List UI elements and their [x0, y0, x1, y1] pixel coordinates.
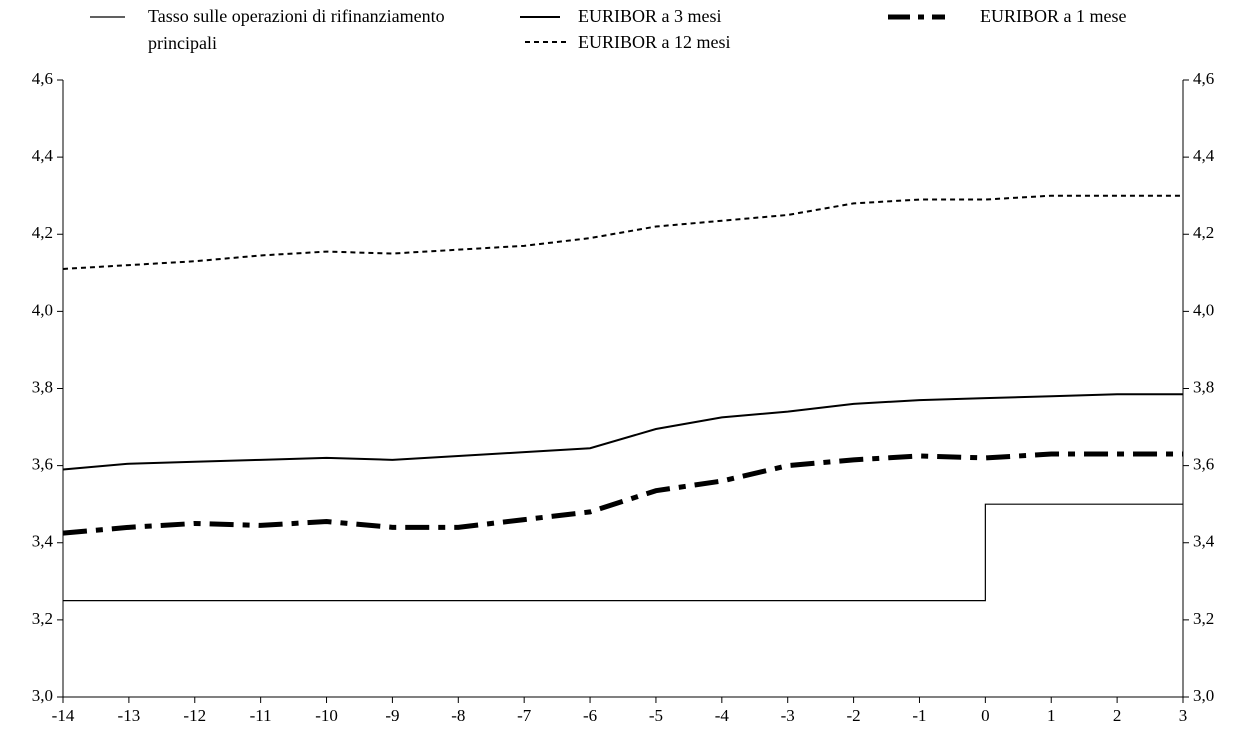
x-tick-label: 0	[981, 706, 990, 725]
x-tick-label: -6	[583, 706, 597, 725]
x-tick-label: -8	[451, 706, 465, 725]
y-tick-label: 4,4	[32, 146, 54, 165]
x-tick-label: -11	[250, 706, 272, 725]
x-tick-label: -7	[517, 706, 532, 725]
y-tick-label: 3,4	[32, 532, 54, 551]
y2-tick-label: 3,2	[1193, 609, 1214, 628]
x-tick-label: -12	[183, 706, 206, 725]
y2-tick-label: 3,4	[1193, 532, 1215, 551]
y2-tick-label: 4,0	[1193, 300, 1214, 319]
y2-tick-label: 3,6	[1193, 455, 1214, 474]
x-tick-label: -1	[912, 706, 926, 725]
x-tick-label: -14	[52, 706, 75, 725]
y-tick-label: 3,6	[32, 455, 53, 474]
y2-tick-label: 4,2	[1193, 223, 1214, 242]
x-tick-label: -10	[315, 706, 338, 725]
series-line	[62, 194, 1183, 270]
x-tick-label: -3	[781, 706, 795, 725]
series-line	[63, 503, 1183, 602]
x-tick-label: -13	[118, 706, 141, 725]
y-tick-label: 3,0	[32, 686, 53, 705]
x-tick-label: 3	[1179, 706, 1188, 725]
y-tick-label: 4,2	[32, 223, 53, 242]
legend-label: Tasso sulle operazioni di rifinanziament…	[148, 6, 445, 53]
x-tick-label: 1	[1047, 706, 1056, 725]
x-tick-label: -2	[847, 706, 861, 725]
y-tick-label: 3,8	[32, 377, 53, 396]
y2-tick-label: 4,6	[1193, 69, 1214, 88]
x-tick-label: -5	[649, 706, 663, 725]
legend-label: EURIBOR a 3 mesi	[578, 6, 722, 26]
y-tick-label: 4,0	[32, 300, 53, 319]
legend-label: EURIBOR a 1 mese	[980, 6, 1127, 26]
y2-tick-label: 4,4	[1193, 146, 1215, 165]
x-tick-label: -9	[385, 706, 399, 725]
y-tick-label: 3,2	[32, 609, 53, 628]
x-tick-label: -4	[715, 706, 730, 725]
legend-label: EURIBOR a 12 mesi	[578, 32, 731, 52]
y2-tick-label: 3,0	[1193, 686, 1214, 705]
series-line	[62, 393, 1183, 471]
y2-tick-label: 3,8	[1193, 377, 1214, 396]
series-line	[62, 451, 1183, 536]
x-tick-label: 2	[1113, 706, 1122, 725]
y-tick-label: 4,6	[32, 69, 53, 88]
